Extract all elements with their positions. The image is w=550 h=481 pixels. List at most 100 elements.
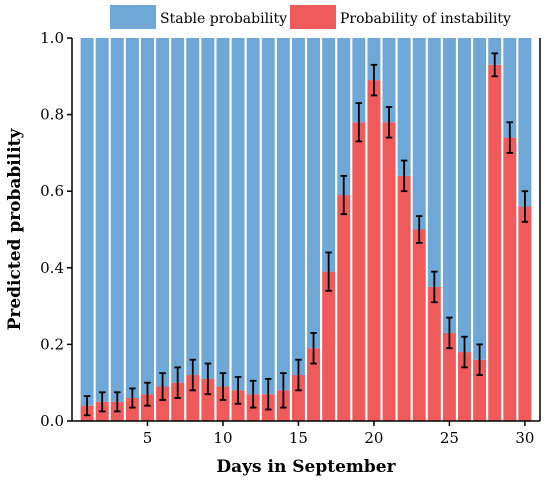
bar-instability-day-26 [458,352,472,421]
error-bar-day-18 [340,174,347,216]
error-bar-day-26 [461,335,468,369]
error-bar-day-22 [400,159,408,193]
bar-instability-day-6 [156,386,170,421]
error-bar-day-1 [83,395,91,417]
bar-stable-day-18 [337,38,351,196]
bar-instability-day-20 [367,80,381,421]
bar-instability-day-24 [427,286,441,421]
error-bar-day-28 [491,52,498,78]
bar-stable-day-25 [442,38,456,333]
legend-label-stable: Stable probability [160,11,287,27]
bar-instability-day-30 [518,206,532,421]
bar-stable-day-5 [140,38,154,395]
bar-instability-day-23 [412,229,426,421]
error-bar-day-16 [310,332,317,365]
bars-group [80,38,532,421]
bar-stable-day-19 [352,38,366,123]
error-bar-day-14 [280,372,287,409]
error-bar-day-4 [129,387,136,409]
y-axis-title: Predicted probability [5,127,25,330]
bar-stable-day-6 [156,38,170,387]
y-tick-label: 0.2 [40,335,64,353]
error-bar-day-10 [219,372,227,401]
error-bar-day-15 [295,358,302,392]
bar-stable-day-14 [276,38,290,391]
bar-instability-day-19 [352,122,366,421]
bar-stable-day-24 [427,38,441,287]
error-bar-day-24 [431,270,438,304]
error-bar-day-7 [174,366,181,399]
bar-instability-day-18 [337,195,351,421]
error-bar-day-20 [370,63,378,97]
bar-stable-day-28 [488,38,502,65]
x-tick-label: 5 [143,429,153,447]
error-bar-day-13 [265,377,272,411]
bar-stable-day-17 [322,38,336,272]
error-bars-group [83,52,529,417]
legend-label-instability: Probability of instability [340,11,511,27]
error-bar-day-5 [144,381,151,407]
bar-instability-day-11 [231,390,245,421]
bar-stable-day-12 [246,38,260,395]
error-bar-day-3 [114,391,121,413]
legend-swatch-instability [290,5,336,29]
error-bar-day-19 [355,102,363,143]
axes-group: 0.0 0.2 0.4 0.6 0.8 1.0 5 10 15 20 25 30 [40,29,541,447]
y-tick-label: 1.0 [40,29,64,47]
legend-swatch-stable [110,5,156,29]
bar-stable-day-7 [171,38,185,383]
bar-instability-day-25 [442,332,456,421]
error-bar-day-23 [415,215,423,244]
error-bar-day-8 [189,358,197,392]
bar-stable-day-8 [186,38,200,376]
bar-instability-day-5 [140,394,154,421]
bar-stable-day-20 [367,38,381,81]
bar-stable-day-11 [231,38,245,391]
bar-instability-day-21 [382,122,396,421]
bar-stable-day-29 [503,38,517,138]
bar-instability-day-7 [171,382,185,421]
bar-instability-day-4 [125,398,139,421]
bar-instability-day-9 [201,378,215,421]
bar-instability-day-10 [216,386,230,421]
error-bar-day-9 [204,362,212,396]
bar-stable-day-9 [201,38,215,379]
error-bar-day-12 [249,379,257,409]
bar-stable-day-2 [95,38,109,402]
bar-stable-day-15 [291,38,305,376]
bar-instability-day-22 [397,175,411,421]
bar-instability-day-28 [488,64,502,421]
y-tick-label: 0.6 [40,182,64,200]
x-axis-title: Days in September [216,457,396,477]
bar-stable-day-21 [382,38,396,123]
bar-stable-day-23 [412,38,426,230]
bar-stable-day-4 [125,38,139,399]
error-bar-day-30 [521,190,529,223]
bar-stable-day-3 [110,38,124,402]
bar-instability-day-15 [291,375,305,421]
x-tick-label: 30 [515,429,534,447]
error-bar-day-27 [476,343,483,376]
bar-stable-day-13 [261,38,275,395]
error-bar-day-25 [446,316,453,350]
y-tick-label: 0.4 [40,259,64,277]
error-bar-day-29 [506,121,514,154]
bar-stable-day-10 [216,38,230,387]
y-tick-label: 0.0 [40,412,64,430]
bar-instability-day-29 [503,137,517,421]
bar-stable-day-30 [518,38,532,207]
bar-instability-day-16 [307,348,321,421]
bar-stable-day-16 [307,38,321,349]
error-bar-day-6 [159,372,166,401]
bar-stable-day-27 [473,38,487,360]
bar-instability-day-8 [186,375,200,421]
x-tick-label: 15 [289,429,308,447]
error-bar-day-17 [325,251,332,292]
bar-stable-day-26 [458,38,472,353]
y-tick-label: 0.8 [40,106,64,124]
error-bar-day-21 [385,106,393,139]
legend: Stable probability Probability of instabi… [110,5,511,29]
bar-instability-day-17 [322,271,336,421]
bar-stable-day-22 [397,38,411,176]
